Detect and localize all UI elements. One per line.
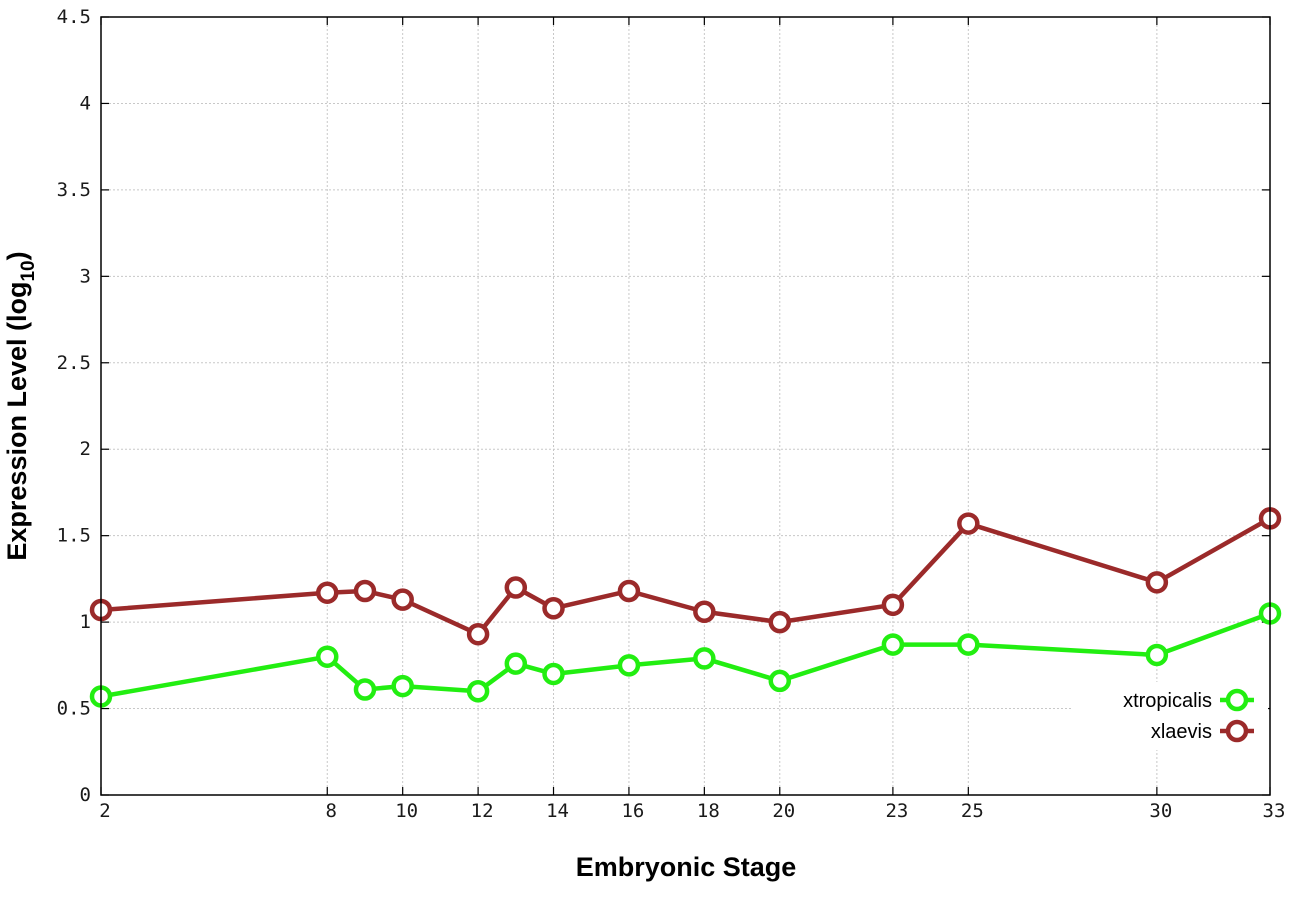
legend-label-xlaevis: xlaevis xyxy=(1151,721,1212,743)
y-tick-label: 3.5 xyxy=(57,179,91,201)
data-point-xtropicalis xyxy=(957,633,980,656)
legend-label-xtropicalis: xtropicalis xyxy=(1123,690,1212,712)
data-point-xtropicalis xyxy=(768,669,792,693)
series-xlaevis xyxy=(89,507,1282,646)
data-point-xlaevis xyxy=(617,579,641,603)
y-axis-title-main: Expression Level (log xyxy=(2,282,32,561)
y-axis-title-close: ) xyxy=(2,251,32,260)
x-axis-title: Embryonic Stage xyxy=(576,852,797,882)
data-point-xtropicalis xyxy=(693,647,716,670)
data-point-xlaevis xyxy=(316,581,339,604)
data-point-xtropicalis xyxy=(1145,643,1169,667)
x-tick-label: 18 xyxy=(697,800,720,822)
plot-frame xyxy=(100,16,1271,796)
data-point-xlaevis xyxy=(881,593,905,617)
x-tick-label: 30 xyxy=(1149,800,1172,822)
y-tick-label: 0.5 xyxy=(57,698,91,720)
data-point-xtropicalis xyxy=(542,662,565,686)
data-point-xtropicalis xyxy=(353,678,377,701)
data-point-xtropicalis xyxy=(881,633,905,656)
data-point-xlaevis xyxy=(693,600,716,623)
y-tick-label: 0 xyxy=(80,784,91,806)
series-layer xyxy=(89,507,1282,708)
data-point-xlaevis xyxy=(957,512,980,535)
data-point-xlaevis xyxy=(768,610,792,634)
data-point-xtropicalis xyxy=(316,645,339,668)
data-point-xtropicalis xyxy=(466,680,490,703)
x-tick-label: 23 xyxy=(885,800,908,822)
data-point-xlaevis xyxy=(504,576,528,599)
legend-marker-xlaevis xyxy=(1225,719,1249,743)
data-point-xlaevis xyxy=(353,579,377,603)
data-point-xtropicalis xyxy=(617,654,641,677)
x-tick-label: 8 xyxy=(326,800,337,822)
y-tick-label: 2.5 xyxy=(57,352,91,374)
data-point-xlaevis xyxy=(466,622,490,646)
data-point-xtropicalis xyxy=(391,674,414,698)
y-tick-label: 3 xyxy=(80,265,91,287)
y-axis-ticks: 0 0.5 1 1.5 2 2.5 3 3.5 4 4.5 xyxy=(57,6,1270,806)
x-tick-label: 16 xyxy=(621,800,644,822)
y-tick-label: 4 xyxy=(80,92,91,114)
legend-marker-xtropicalis xyxy=(1225,688,1249,712)
x-tick-label: 20 xyxy=(772,800,795,822)
y-tick-label: 1 xyxy=(80,611,91,633)
x-tick-label: 25 xyxy=(961,800,984,822)
y-axis-title: Expression Level (log10) xyxy=(2,251,39,560)
grid xyxy=(101,17,1270,795)
x-tick-label: 33 xyxy=(1263,800,1286,822)
y-tick-label: 4.5 xyxy=(57,6,91,28)
x-tick-label: 12 xyxy=(471,800,494,822)
data-point-xlaevis xyxy=(1145,571,1169,594)
data-point-xlaevis xyxy=(391,588,414,611)
y-tick-label: 2 xyxy=(80,438,91,460)
legend: xtropicalis xlaevis xyxy=(1072,682,1268,750)
y-axis-title-subscript: 10 xyxy=(18,260,39,281)
x-axis-ticks: 2 8 10 12 14 16 18 20 23 25 30 33 xyxy=(99,17,1285,822)
y-tick-label: 1.5 xyxy=(57,525,91,547)
data-point-xlaevis xyxy=(542,597,565,620)
x-tick-label: 2 xyxy=(99,800,110,822)
x-tick-label: 10 xyxy=(395,800,418,822)
x-tick-label: 14 xyxy=(546,800,569,822)
data-point-xtropicalis xyxy=(504,652,528,675)
